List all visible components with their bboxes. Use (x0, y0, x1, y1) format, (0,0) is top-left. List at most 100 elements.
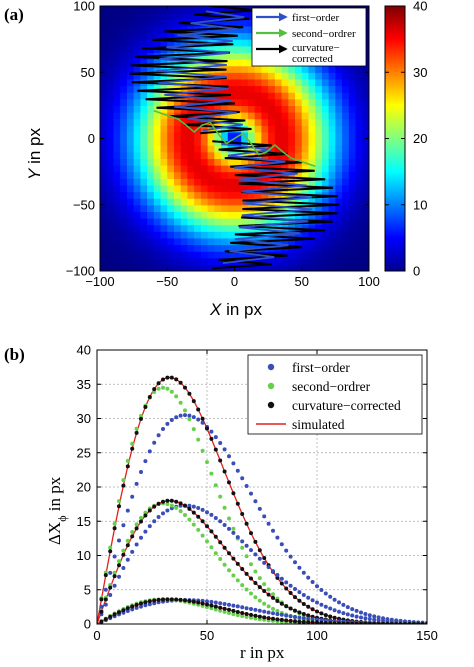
heatmap-cell (362, 237, 369, 246)
heatmap-cell (133, 12, 141, 20)
curvature-corrected-point (147, 599, 152, 604)
heatmap-cell (140, 65, 148, 73)
heatmap-cell (295, 105, 303, 113)
second-order-point (235, 613, 240, 618)
heatmap-cell (153, 211, 162, 219)
heatmap-cell (147, 151, 155, 159)
heatmap-cell (153, 191, 162, 199)
heatmap-cell (173, 204, 182, 212)
heatmap-cell (153, 184, 162, 193)
heatmap-cell (254, 125, 262, 133)
heatmap-cell (200, 165, 209, 173)
curvature-corrected-point (341, 621, 346, 624)
curvature-corrected-point (367, 621, 372, 624)
heatmap-cell (100, 204, 108, 212)
heatmap-cell (106, 257, 115, 265)
heatmap-cell (160, 231, 168, 239)
heatmap-cell (100, 257, 108, 265)
heatmap-cell (153, 145, 162, 153)
curvature-corrected-point (306, 620, 311, 624)
heatmap-cell (301, 92, 310, 100)
heatmap-cell (281, 184, 289, 193)
heatmap-cell (355, 231, 363, 239)
heatmap-cell (328, 244, 336, 252)
heatmap-cell (234, 59, 242, 67)
heatmap-cell (355, 257, 363, 265)
first-order-point (279, 576, 284, 581)
second-order-point (125, 538, 130, 543)
heatmap-cell (281, 257, 289, 265)
heatmap-cell (180, 257, 189, 265)
first-order-point (187, 413, 192, 418)
heatmap-cell (315, 231, 323, 239)
heatmap-cell (120, 72, 128, 80)
heatmap-cell (241, 151, 249, 159)
heatmap-cell (126, 85, 135, 93)
heatmap-cell (301, 151, 310, 159)
curvature-corrected-point (227, 607, 231, 612)
heatmap-cell (281, 92, 289, 100)
heatmap-cell (254, 98, 262, 106)
heatmap-cell (113, 264, 121, 271)
heatmap-cell (113, 19, 121, 27)
heatmap-cell (328, 204, 336, 212)
heatmap-cell (207, 257, 215, 265)
curvature-corrected-point (363, 621, 368, 624)
heatmap-cell (173, 125, 182, 133)
first-order-point (284, 580, 289, 585)
curvature-corrected-point (200, 519, 205, 524)
heatmap-cell (247, 191, 256, 199)
first-order-point (266, 610, 271, 615)
heatmap-cell (153, 105, 162, 113)
heatmap-cell (167, 165, 175, 173)
heatmap-cell (295, 145, 303, 153)
second-order-point (231, 526, 236, 531)
first-order-point (196, 417, 201, 422)
heatmap-cell (126, 19, 135, 27)
second-order-point (209, 471, 214, 476)
second-order-point (139, 414, 143, 418)
heatmap-cell (295, 112, 303, 120)
heatmap-cell (194, 78, 202, 87)
curvature-corrected-point (288, 618, 293, 623)
heatmap-cell (362, 151, 369, 159)
heatmap-cell (120, 85, 128, 93)
heatmap-cell (126, 32, 135, 40)
second-order-point (187, 517, 192, 522)
heatmap-cell (335, 231, 343, 239)
first-order-point (139, 535, 143, 540)
heatmap-cell (140, 257, 148, 265)
heatmap-cell (295, 237, 303, 246)
heatmap-cell (301, 65, 310, 73)
heatmap-cell (335, 65, 343, 73)
curvature-corrected-point (169, 597, 174, 602)
heatmap-cell (254, 65, 262, 73)
heatmap-cell (140, 171, 148, 179)
heatmap-cell (187, 171, 195, 179)
heatmap-cell (295, 92, 303, 100)
second-order-point (130, 441, 135, 446)
first-order-point (266, 565, 271, 570)
heatmap-cell (247, 92, 256, 100)
panel-b-xlabel: r in px (240, 643, 285, 662)
heatmap-cell (315, 264, 323, 271)
heatmap-cell (120, 218, 128, 226)
second-order-point (249, 562, 253, 567)
heatmap-cell (355, 78, 363, 87)
heatmap-cell (281, 72, 289, 80)
heatmap-cell (153, 25, 162, 34)
heatmap-cell (348, 231, 357, 239)
heatmap-cell (113, 145, 121, 153)
heatmap-cell (100, 45, 108, 53)
first-order-point (121, 566, 126, 570)
heatmap-cell (180, 184, 189, 193)
heatmap-cell (241, 145, 249, 153)
curvature-corrected-point (108, 614, 113, 619)
heatmap-cell (281, 138, 289, 146)
heatmap-cell (362, 244, 369, 252)
heatmap-cell (106, 59, 115, 67)
curvature-corrected-point (222, 469, 227, 474)
first-order-point (271, 569, 275, 574)
second-order-point (227, 611, 231, 615)
curvature-corrected-point (200, 601, 205, 606)
